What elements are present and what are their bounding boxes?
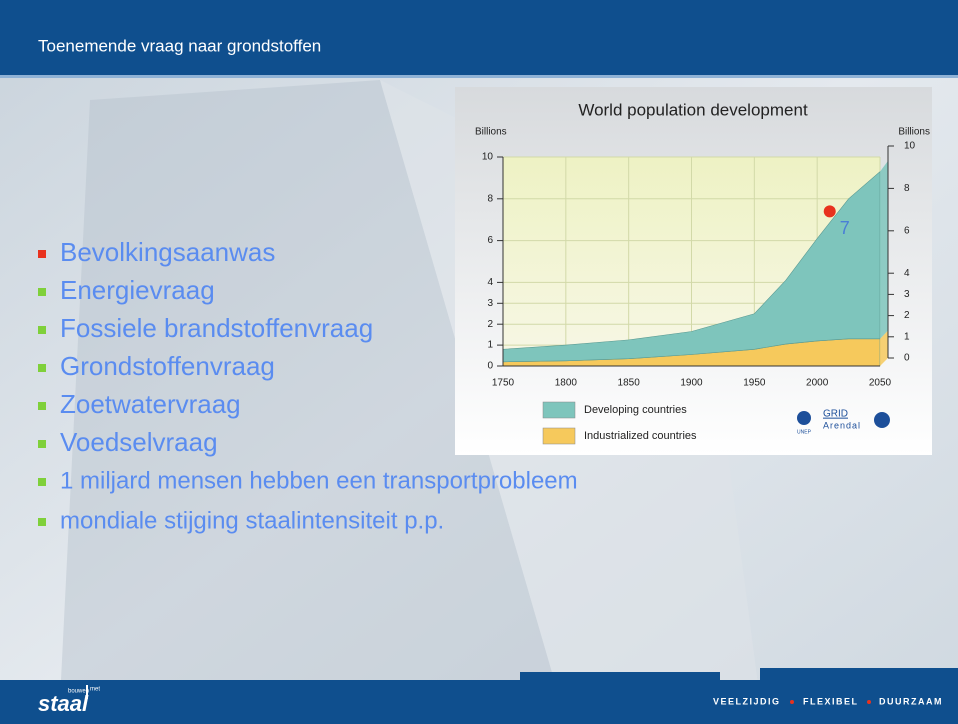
annotation-label: 7: [840, 218, 850, 238]
x-tick-label: 1750: [492, 378, 515, 389]
y-axis-label: Billions: [475, 127, 507, 138]
building: [60, 80, 560, 700]
y2-tick-label: 0: [904, 353, 910, 364]
y2-tick-label: 1: [904, 331, 910, 342]
y2-axis-label: Billions: [898, 127, 930, 138]
chart-title: World population development: [578, 100, 808, 119]
annotation-dot: [823, 205, 836, 218]
credit: UNEP: [797, 429, 812, 435]
header-bar: [0, 0, 958, 75]
logo-bar: [86, 685, 88, 699]
y2-tick-label: 2: [904, 310, 910, 321]
bullet-text: Bevolkingsaanwas: [60, 237, 275, 267]
bullet-text: Voedselvraag: [60, 427, 218, 457]
y-tick-label: 8: [487, 193, 493, 204]
bullet-text: Energievraag: [60, 275, 215, 305]
logo: staal: [38, 691, 89, 716]
unep-logo: [797, 411, 811, 425]
y-tick-label: 2: [487, 319, 493, 330]
y2-tick-label: 10: [904, 141, 916, 152]
y-tick-label: 4: [487, 277, 493, 288]
header-line: [0, 75, 958, 78]
y2-tick-label: 8: [904, 183, 910, 194]
bullet-marker: [38, 326, 46, 334]
footer-tab: [760, 668, 958, 680]
bullet-text: Zoetwatervraag: [60, 389, 241, 419]
legend-label: Developing countries: [584, 404, 687, 416]
separator: [790, 700, 794, 704]
legend-swatch: [542, 427, 576, 445]
bullet-marker: [38, 364, 46, 372]
slogan-word: VEELZIJDIG: [713, 696, 781, 706]
y-tick-label: 3: [487, 298, 493, 309]
bullet-marker: [38, 250, 46, 258]
bullet-marker: [38, 478, 46, 486]
slogan-word: DUURZAAM: [879, 696, 943, 706]
legend-swatch: [542, 401, 576, 419]
y-tick-label: 0: [487, 361, 493, 372]
x-tick-label: 2000: [806, 378, 829, 389]
bullet-marker: [38, 518, 46, 526]
y-tick-label: 6: [487, 235, 493, 246]
bullet-marker: [38, 440, 46, 448]
footer-tab: [520, 672, 720, 680]
y2-tick-label: 6: [904, 225, 910, 236]
side-wall: [880, 160, 888, 339]
bullet-text: 1 miljard mensen hebben een transportpro…: [60, 467, 578, 494]
x-tick-label: 1900: [680, 378, 703, 389]
separator: [867, 700, 871, 704]
logo-tag: bouwen: [68, 689, 89, 695]
slide-title: Toenemende vraag naar grondstoffen: [38, 36, 321, 55]
bullet-marker: [38, 402, 46, 410]
y-tick-label: 1: [487, 340, 493, 351]
slogan-word: FLEXIBEL: [803, 696, 859, 706]
bullet-text: Grondstoffenvraag: [60, 351, 275, 381]
x-tick-label: 1800: [555, 378, 578, 389]
legend-label: Industrialized countries: [584, 430, 697, 442]
logo-tag: met: [90, 687, 100, 693]
bullet-marker: [38, 288, 46, 296]
y2-tick-label: 4: [904, 268, 910, 279]
side-wall: [880, 330, 888, 366]
bullet-text: Fossiele brandstoffenvraag: [60, 313, 373, 343]
x-tick-label: 1850: [618, 378, 641, 389]
y2-tick-label: 3: [904, 289, 910, 300]
footer-bar: [0, 680, 958, 724]
y-tick-label: 10: [482, 152, 494, 163]
credit: GRID: [823, 409, 848, 420]
x-tick-label: 1950: [743, 378, 766, 389]
x-tick-label: 2050: [869, 378, 892, 389]
credit: Arendal: [823, 420, 861, 430]
bullet-text: mondiale stijging staalintensiteit p.p.: [60, 507, 444, 534]
un-logo: [874, 412, 890, 428]
